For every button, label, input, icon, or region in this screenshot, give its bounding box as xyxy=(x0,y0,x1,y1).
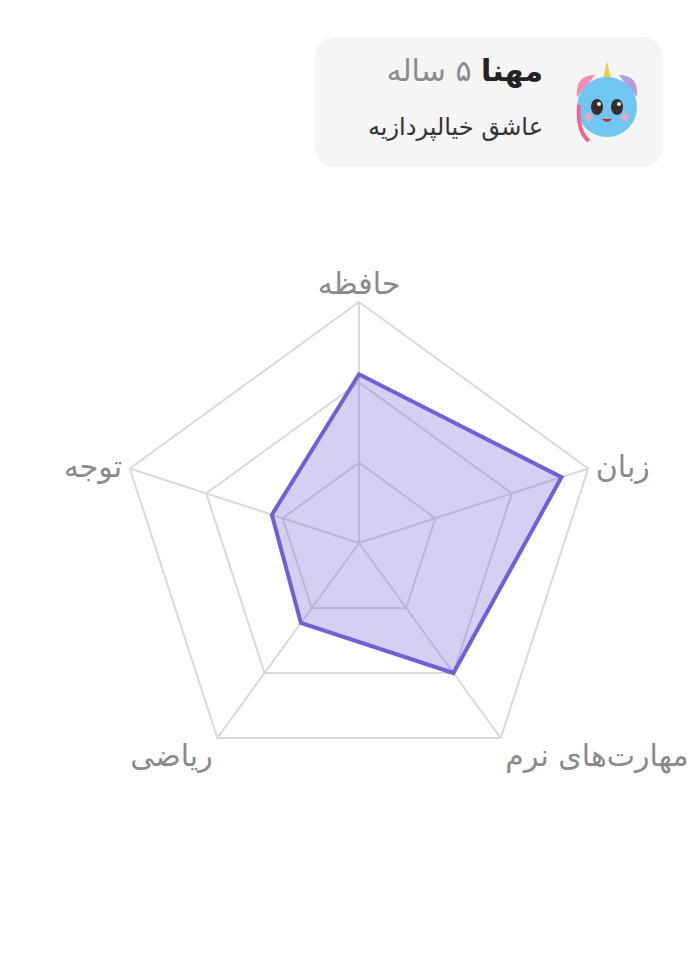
svg-text:زبان: زبان xyxy=(596,449,650,484)
svg-text:ریاضی: ریاضی xyxy=(130,738,212,773)
html-text:مهنا: مهنا xyxy=(481,53,543,88)
html-text:عاشق خیالپردازیه: عاشق خیالپردازیه xyxy=(367,113,543,141)
svg-text:حافظه: حافظه xyxy=(318,266,401,301)
html-text:۵ ساله: ۵ ساله xyxy=(386,53,472,88)
svg-text:مهارت‌های نرم: مهارت‌های نرم xyxy=(505,738,688,774)
svg-text:توجه: توجه xyxy=(64,449,122,484)
